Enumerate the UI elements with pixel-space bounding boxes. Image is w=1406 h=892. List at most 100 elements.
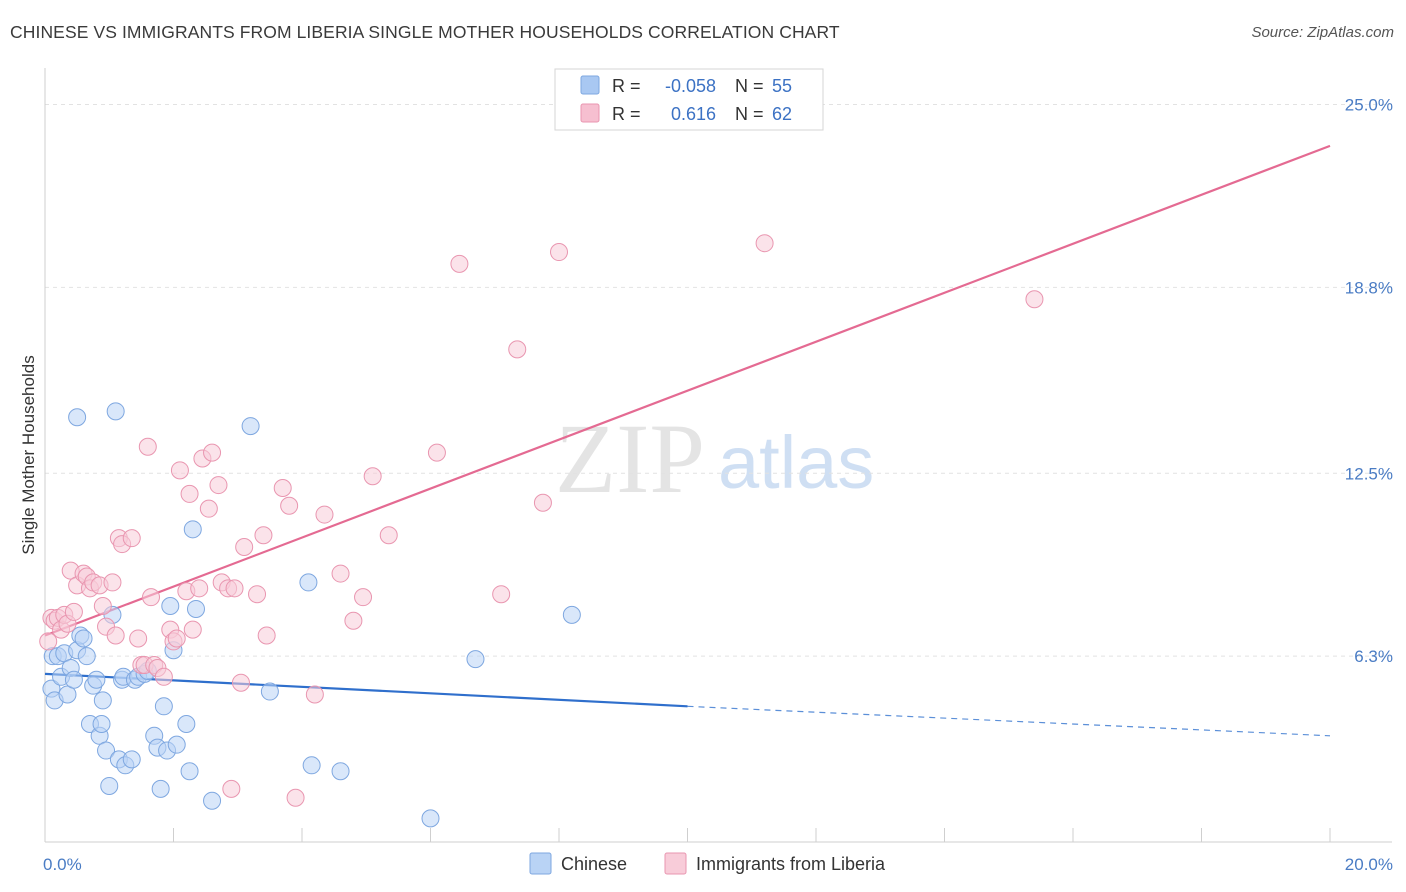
chinese-point-51 — [421, 809, 440, 828]
chinese-point-41 — [177, 715, 196, 734]
liberia-point-63 — [492, 585, 511, 604]
trendline-chinese-extension — [687, 705, 1331, 737]
chinese-point-50 — [331, 762, 350, 781]
liberia-point-37 — [190, 579, 209, 598]
legend-r-value-chinese: -0.058 — [665, 76, 716, 96]
liberia-point-61 — [427, 443, 446, 462]
liberia-point-48 — [248, 585, 267, 604]
chart-title: CHINESE VS IMMIGRANTS FROM LIBERIA SINGL… — [10, 22, 840, 42]
legend-r-label-liberia: R = — [612, 104, 641, 124]
chinese-point-42 — [180, 762, 199, 781]
liberia-point-44 — [222, 779, 241, 798]
legend-box — [554, 68, 824, 131]
liberia-point-49 — [254, 526, 273, 545]
x-tick-label-0: 0.0% — [43, 855, 82, 874]
legend-swatch-liberia — [580, 103, 600, 123]
liberia-point-54 — [305, 685, 324, 704]
watermark-atlas: atlas — [718, 421, 874, 504]
liberia-point-17 — [103, 573, 122, 592]
series-legend: Chinese Immigrants from Liberia — [529, 852, 886, 875]
legend-n-label-chinese: N = — [735, 76, 764, 96]
legend-n-label-liberia: N = — [735, 104, 764, 124]
chinese-point-12 — [77, 647, 96, 666]
liberia-point-62 — [450, 254, 469, 273]
legend-n-value-liberia: 62 — [772, 104, 792, 124]
trendline-chinese — [44, 672, 688, 708]
chinese-point-48 — [299, 573, 318, 592]
chinese-point-53 — [562, 605, 581, 624]
liberia-point-68 — [1025, 290, 1044, 309]
source-label: Source: ZipAtlas.com — [1251, 24, 1394, 41]
liberia-point-33 — [170, 461, 189, 480]
chinese-point-23 — [106, 402, 125, 421]
watermark: ZIP atlas — [555, 403, 874, 514]
liberia-point-51 — [273, 479, 292, 498]
bottom-legend-swatch-chinese — [529, 852, 552, 875]
liberia-point-50 — [257, 626, 276, 645]
liberia-point-47 — [235, 538, 254, 557]
legend-swatch-chinese — [580, 75, 600, 95]
chinese-point-28 — [122, 750, 141, 769]
liberia-point-45 — [225, 579, 244, 598]
chinese-point-38 — [161, 597, 180, 616]
liberia-point-40 — [203, 443, 222, 462]
chinese-point-45 — [203, 791, 222, 810]
y-tick-label-3: 25.0% — [1345, 96, 1393, 115]
liberia-point-46 — [231, 673, 250, 692]
chinese-point-49 — [302, 756, 321, 775]
bottom-legend-label-liberia: Immigrants from Liberia — [696, 854, 886, 874]
y-tick-label-0: 6.3% — [1354, 647, 1393, 666]
x-tick-labels: 0.0% 20.0% — [43, 855, 1393, 874]
correlation-legend: R = -0.058 N = 55 R = 0.616 N = 62 — [554, 68, 824, 131]
x-ticks — [173, 828, 1331, 842]
chinese-point-11 — [74, 629, 93, 648]
chinese-point-47 — [260, 682, 279, 701]
x-tick-label-1: 20.0% — [1345, 855, 1393, 874]
liberia-point-35 — [180, 484, 199, 503]
liberia-point-15 — [93, 597, 112, 616]
liberia-point-64 — [508, 340, 527, 359]
bottom-legend-swatch-liberia — [664, 852, 687, 875]
liberia-point-57 — [344, 611, 363, 630]
chinese-point-35 — [151, 779, 170, 798]
liberia-point-65 — [533, 493, 552, 512]
legend-r-label-chinese: R = — [612, 76, 641, 96]
liberia-point-22 — [129, 629, 148, 648]
chinese-point-21 — [100, 776, 119, 795]
liberia-point-55 — [315, 505, 334, 524]
legend-n-value-chinese: 55 — [772, 76, 792, 96]
chinese-point-40 — [167, 735, 186, 754]
watermark-zip: ZIP — [555, 403, 705, 514]
liberia-point-36 — [183, 620, 202, 639]
chinese-point-43 — [183, 520, 202, 539]
gridlines — [45, 104, 1392, 657]
y-tick-labels: 6.3% 12.5% 18.8% 25.0% — [1345, 96, 1393, 667]
liberia-point-52 — [280, 496, 299, 515]
liberia-point-58 — [354, 588, 373, 607]
liberia-point-59 — [363, 467, 382, 486]
chinese-point-8 — [64, 670, 83, 689]
chinese-point-19 — [92, 715, 111, 734]
y-axis-label: Single Mother Households — [19, 355, 38, 554]
y-tick-label-1: 12.5% — [1345, 464, 1393, 483]
liberia-point-21 — [122, 529, 141, 548]
liberia-point-25 — [138, 437, 157, 456]
liberia-point-0 — [39, 632, 58, 651]
chinese-point-44 — [186, 599, 205, 618]
chinese-point-46 — [241, 417, 260, 436]
chinese-point-13 — [68, 408, 87, 427]
bottom-legend-label-chinese: Chinese — [561, 854, 627, 874]
liberia-point-18 — [106, 626, 125, 645]
trendline-liberia — [44, 144, 1331, 637]
chinese-point-16 — [87, 670, 106, 689]
liberia-point-41 — [209, 476, 228, 495]
chinese-point-36 — [154, 697, 173, 716]
chinese-point-52 — [466, 650, 485, 669]
liberia-point-32 — [167, 629, 186, 648]
liberia-point-8 — [64, 602, 83, 621]
y-tick-label-2: 18.8% — [1345, 278, 1393, 297]
liberia-point-60 — [379, 526, 398, 545]
data-points — [39, 234, 1044, 828]
liberia-point-67 — [755, 234, 774, 253]
